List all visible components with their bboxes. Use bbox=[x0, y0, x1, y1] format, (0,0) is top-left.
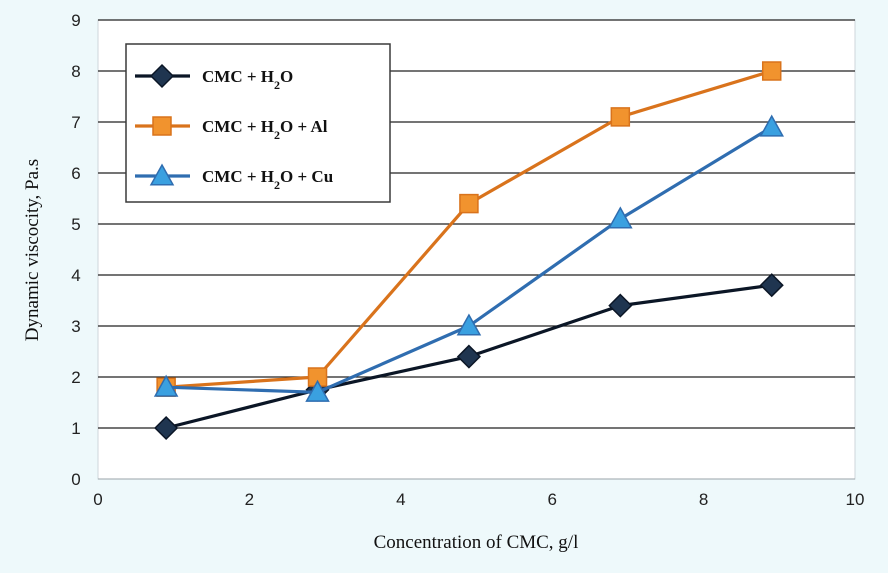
legend: CMC + H2O CMC + H2O + Al CMC + H2O + Cu bbox=[125, 43, 391, 203]
x-tick-label: 0 bbox=[93, 490, 102, 509]
legend-marker bbox=[152, 116, 172, 136]
y-axis-ticks: 0 1 2 3 4 5 6 7 8 9 bbox=[71, 11, 80, 489]
legend-item: CMC + H2O + Cu bbox=[135, 163, 333, 192]
series-layer bbox=[153, 61, 785, 441]
y-tick-label: 5 bbox=[71, 215, 80, 234]
legend-item: CMC + H2O bbox=[135, 63, 293, 92]
x-tick-label: 10 bbox=[846, 490, 865, 509]
legend-label: CMC + H2O + Cu bbox=[202, 167, 333, 192]
legend-label: CMC + H2O + Al bbox=[202, 117, 328, 142]
data-point bbox=[456, 313, 482, 336]
legend-marker bbox=[149, 63, 175, 89]
data-point bbox=[459, 193, 479, 214]
y-tick-label: 2 bbox=[71, 368, 80, 387]
y-axis-title: Dynamic viscocity, Pa.s bbox=[22, 159, 43, 341]
data-point bbox=[153, 374, 179, 397]
y-tick-label: 0 bbox=[71, 470, 80, 489]
data-point bbox=[759, 114, 785, 137]
y-tick-label: 9 bbox=[71, 11, 80, 30]
data-point bbox=[608, 206, 633, 229]
y-tick-label: 7 bbox=[71, 113, 80, 132]
data-point bbox=[759, 273, 784, 298]
data-point bbox=[456, 344, 481, 369]
y-tick-label: 4 bbox=[71, 266, 80, 285]
x-axis-title: Concentration of CMC, g/l bbox=[374, 532, 579, 553]
grid-lines bbox=[98, 19, 855, 480]
x-tick-label: 8 bbox=[699, 490, 708, 509]
y-tick-label: 8 bbox=[71, 62, 80, 81]
x-axis-ticks: 0 2 4 6 8 10 bbox=[93, 490, 864, 509]
legend-label: CMC + H2O bbox=[202, 67, 293, 92]
data-point bbox=[608, 293, 633, 318]
series-triangle bbox=[153, 114, 785, 402]
legend-marker bbox=[149, 163, 175, 186]
data-point bbox=[154, 415, 179, 441]
x-tick-label: 2 bbox=[245, 490, 254, 509]
legend-item: CMC + H2O + Al bbox=[135, 116, 328, 142]
data-point bbox=[761, 61, 782, 81]
y-tick-label: 6 bbox=[71, 164, 80, 183]
x-tick-label: 4 bbox=[396, 490, 405, 509]
y-tick-label: 3 bbox=[71, 317, 80, 336]
x-tick-label: 6 bbox=[547, 490, 556, 509]
data-point bbox=[610, 107, 631, 127]
data-point bbox=[305, 379, 330, 402]
series-square bbox=[156, 61, 782, 397]
y-tick-label: 1 bbox=[71, 419, 80, 438]
